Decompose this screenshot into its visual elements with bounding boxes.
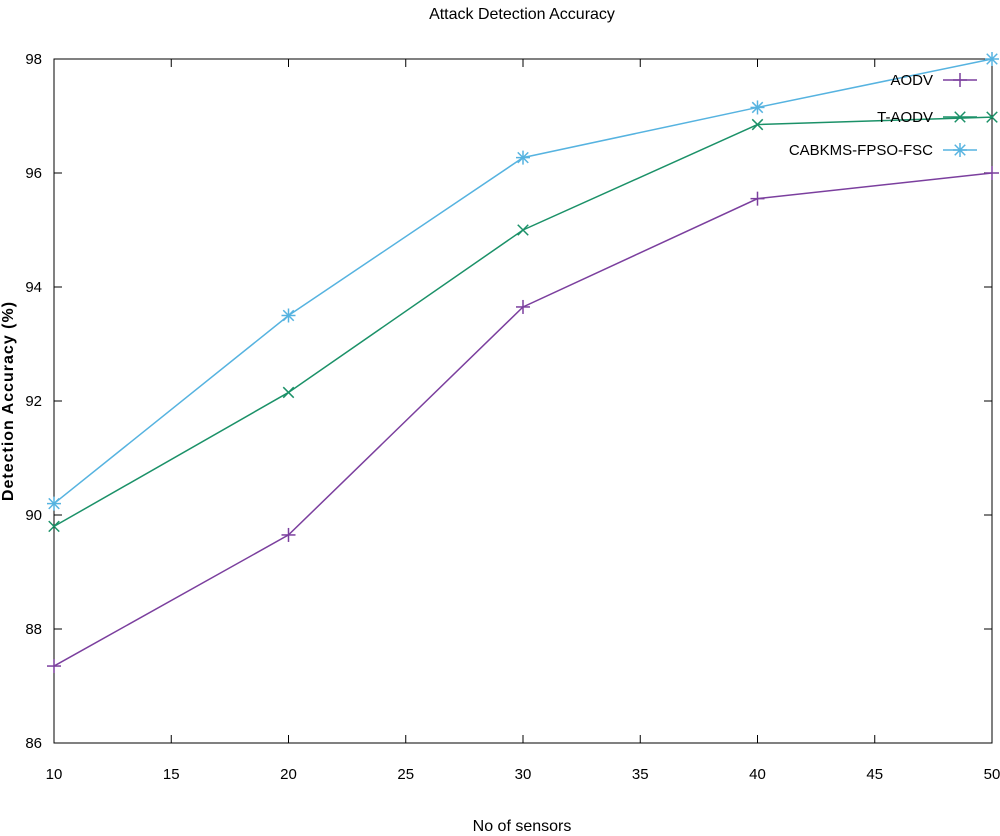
chart-title: Attack Detection Accuracy (429, 6, 615, 23)
data-point (516, 299, 530, 314)
data-point (281, 527, 296, 542)
x-tick-label: 30 (515, 766, 532, 783)
data-point (751, 118, 764, 131)
x-tick-label: 15 (163, 766, 180, 783)
x-tick-label: 50 (984, 766, 1000, 783)
y-axis-label: Detection Accuracy (%) (0, 301, 17, 501)
series-line-cabkms-fpso-fsc (53, 58, 993, 505)
y-tick-label: 90 (25, 507, 42, 524)
data-point (516, 150, 530, 165)
data-point (281, 308, 296, 323)
y-tick-label: 88 (25, 621, 42, 638)
data-point (985, 166, 999, 180)
data-point (48, 520, 60, 533)
legend-label: CABKMS-FPSO-FSC (789, 142, 933, 159)
legend-label: AODV (890, 72, 933, 89)
legend-label: T-AODV (877, 109, 933, 126)
legend: AODV T-AODV CABKMS-FPSO-FSC (789, 72, 977, 159)
x-tick-label: 35 (632, 766, 649, 783)
x-axis: 10 15 20 25 30 35 40 45 50 (46, 59, 1000, 783)
y-tick-label: 98 (25, 51, 42, 68)
x-tick-label: 20 (280, 766, 297, 783)
data-point (517, 224, 529, 236)
data-point (47, 496, 61, 511)
data-point (986, 111, 998, 123)
y-tick-label: 92 (25, 393, 42, 410)
x-tick-label: 25 (397, 766, 414, 783)
data-point (985, 52, 999, 66)
x-tick-label: 10 (46, 766, 63, 783)
y-axis: 86 88 90 92 94 96 98 (25, 51, 992, 752)
series-line-aodv (53, 172, 993, 667)
x-axis-label: No of sensors (473, 818, 572, 835)
y-tick-label: 86 (25, 735, 42, 752)
y-tick-label: 96 (25, 165, 42, 182)
data-point (47, 659, 61, 674)
data-point (954, 111, 966, 123)
series-layer (47, 52, 999, 674)
series-line-t-aodv (53, 116, 993, 528)
data-point (282, 386, 295, 399)
data-point (953, 143, 967, 157)
data-point (750, 191, 765, 206)
x-tick-label: 45 (866, 766, 883, 783)
data-point (750, 100, 765, 115)
x-tick-label: 40 (749, 766, 766, 783)
data-point (953, 73, 967, 87)
y-tick-label: 94 (25, 279, 42, 296)
